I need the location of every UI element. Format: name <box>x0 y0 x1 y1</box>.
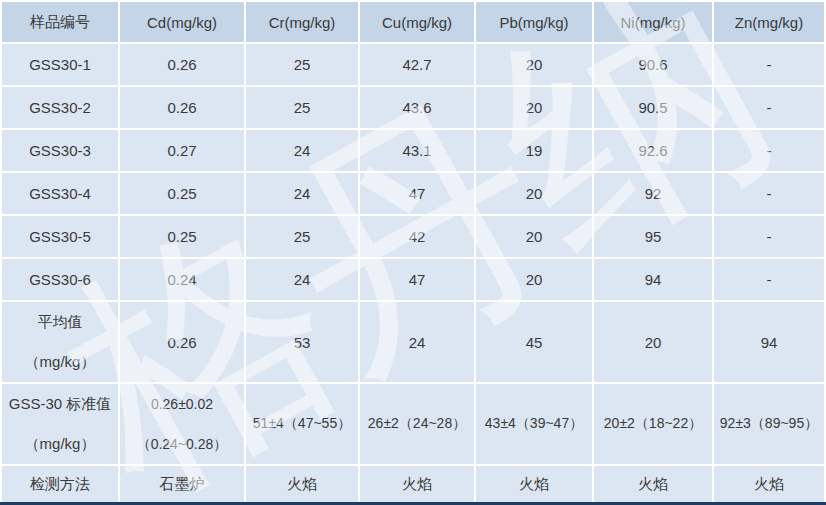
table-cell: 25 <box>246 216 358 257</box>
table-cell: - <box>714 216 824 257</box>
table-cell: 95 <box>594 216 712 257</box>
table-cell: 0.27 <box>120 130 244 171</box>
average-cell: 53 <box>246 302 358 382</box>
table-cell: 43.6 <box>360 87 474 128</box>
table-cell: 20 <box>476 87 592 128</box>
results-table-panel: 格丹纳 样品编号 Cd(mg/kg) Cr(mg/kg) Cu(mg/kg) P… <box>0 0 826 505</box>
average-cell: 20 <box>594 302 712 382</box>
average-cell: 24 <box>360 302 474 382</box>
standard-label-line2: （mg/kg） <box>2 424 118 464</box>
table-cell: 25 <box>246 87 358 128</box>
header-cell-cu: Cu(mg/kg) <box>360 2 474 42</box>
table-row-detection-method: 检测方法 石墨炉 火焰 火焰 火焰 火焰 火焰 <box>2 466 824 502</box>
table-cell: 90.6 <box>594 44 712 85</box>
table-cell: 24 <box>246 259 358 300</box>
row-label: GSS30-6 <box>2 259 118 300</box>
table-cell: 20 <box>476 44 592 85</box>
table-cell: 47 <box>360 173 474 214</box>
table-cell: 94 <box>594 259 712 300</box>
table-row-standard-value: GSS-30 标准值 （mg/kg） 0.26±0.02 （0.24~0.28）… <box>2 384 824 464</box>
method-cell: 火焰 <box>476 466 592 502</box>
table-cell: 47 <box>360 259 474 300</box>
table-cell: 19 <box>476 130 592 171</box>
table-cell: - <box>714 173 824 214</box>
table-row-gss30-1: GSS30-1 0.26 25 42.7 20 90.6 - <box>2 44 824 85</box>
header-cell-ni: Ni(mg/kg) <box>594 2 712 42</box>
header-cell-pb: Pb(mg/kg) <box>476 2 592 42</box>
average-cell: 45 <box>476 302 592 382</box>
average-label-line1: 平均值 <box>2 302 118 342</box>
table-cell: - <box>714 259 824 300</box>
method-cell: 火焰 <box>714 466 824 502</box>
method-cell: 石墨炉 <box>120 466 244 502</box>
table-cell: 20 <box>476 173 592 214</box>
average-cell: 0.26 <box>120 302 244 382</box>
table-row-gss30-6: GSS30-6 0.24 24 47 20 94 - <box>2 259 824 300</box>
table-cell: 0.25 <box>120 173 244 214</box>
sample-results-table: 样品编号 Cd(mg/kg) Cr(mg/kg) Cu(mg/kg) Pb(mg… <box>0 0 826 504</box>
table-cell: 43.1 <box>360 130 474 171</box>
average-cell: 94 <box>714 302 824 382</box>
standard-cd-line1: 0.26±0.02 <box>120 384 244 424</box>
table-cell: 25 <box>246 44 358 85</box>
method-cell: 火焰 <box>594 466 712 502</box>
table-row-gss30-4: GSS30-4 0.25 24 47 20 92 - <box>2 173 824 214</box>
table-cell: 20 <box>476 259 592 300</box>
table-cell: 92.6 <box>594 130 712 171</box>
table-cell: 0.26 <box>120 44 244 85</box>
standard-cell: 26±2（24~28） <box>360 384 474 464</box>
header-cell-cr: Cr(mg/kg) <box>246 2 358 42</box>
table-row-gss30-3: GSS30-3 0.27 24 43.1 19 92.6 - <box>2 130 824 171</box>
row-label: GSS30-4 <box>2 173 118 214</box>
method-cell: 火焰 <box>246 466 358 502</box>
table-cell: 92 <box>594 173 712 214</box>
table-cell: 42.7 <box>360 44 474 85</box>
table-cell: 0.26 <box>120 87 244 128</box>
header-cell-cd: Cd(mg/kg) <box>120 2 244 42</box>
table-cell: - <box>714 130 824 171</box>
table-cell: 0.24 <box>120 259 244 300</box>
table-cell: 90.5 <box>594 87 712 128</box>
header-cell-zn: Zn(mg/kg) <box>714 2 824 42</box>
standard-row-label: GSS-30 标准值 （mg/kg） <box>2 384 118 464</box>
row-label: GSS30-3 <box>2 130 118 171</box>
standard-cell: 92±3（89~95） <box>714 384 824 464</box>
table-cell: 20 <box>476 216 592 257</box>
table-cell: 24 <box>246 130 358 171</box>
row-label: GSS30-2 <box>2 87 118 128</box>
average-label-line2: （mg/kg） <box>2 342 118 382</box>
row-label: GSS30-5 <box>2 216 118 257</box>
table-row-gss30-2: GSS30-2 0.26 25 43.6 20 90.5 - <box>2 87 824 128</box>
table-cell: - <box>714 44 824 85</box>
standard-label-line1: GSS-30 标准值 <box>2 384 118 424</box>
standard-cell-cd: 0.26±0.02 （0.24~0.28） <box>120 384 244 464</box>
header-cell-sample-id: 样品编号 <box>2 2 118 42</box>
row-label: GSS30-1 <box>2 44 118 85</box>
standard-cd-line2: （0.24~0.28） <box>120 424 244 464</box>
method-cell: 火焰 <box>360 466 474 502</box>
table-cell: 0.25 <box>120 216 244 257</box>
standard-cell: 51±4（47~55） <box>246 384 358 464</box>
table-cell: 42 <box>360 216 474 257</box>
standard-cell: 43±4（39~47） <box>476 384 592 464</box>
header-row: 样品编号 Cd(mg/kg) Cr(mg/kg) Cu(mg/kg) Pb(mg… <box>2 2 824 42</box>
standard-cell: 20±2（18~22） <box>594 384 712 464</box>
table-row-gss30-5: GSS30-5 0.25 25 42 20 95 - <box>2 216 824 257</box>
average-row-label: 平均值 （mg/kg） <box>2 302 118 382</box>
table-row-average: 平均值 （mg/kg） 0.26 53 24 45 20 94 <box>2 302 824 382</box>
table-cell: 24 <box>246 173 358 214</box>
table-cell: - <box>714 87 824 128</box>
method-row-label: 检测方法 <box>2 466 118 502</box>
